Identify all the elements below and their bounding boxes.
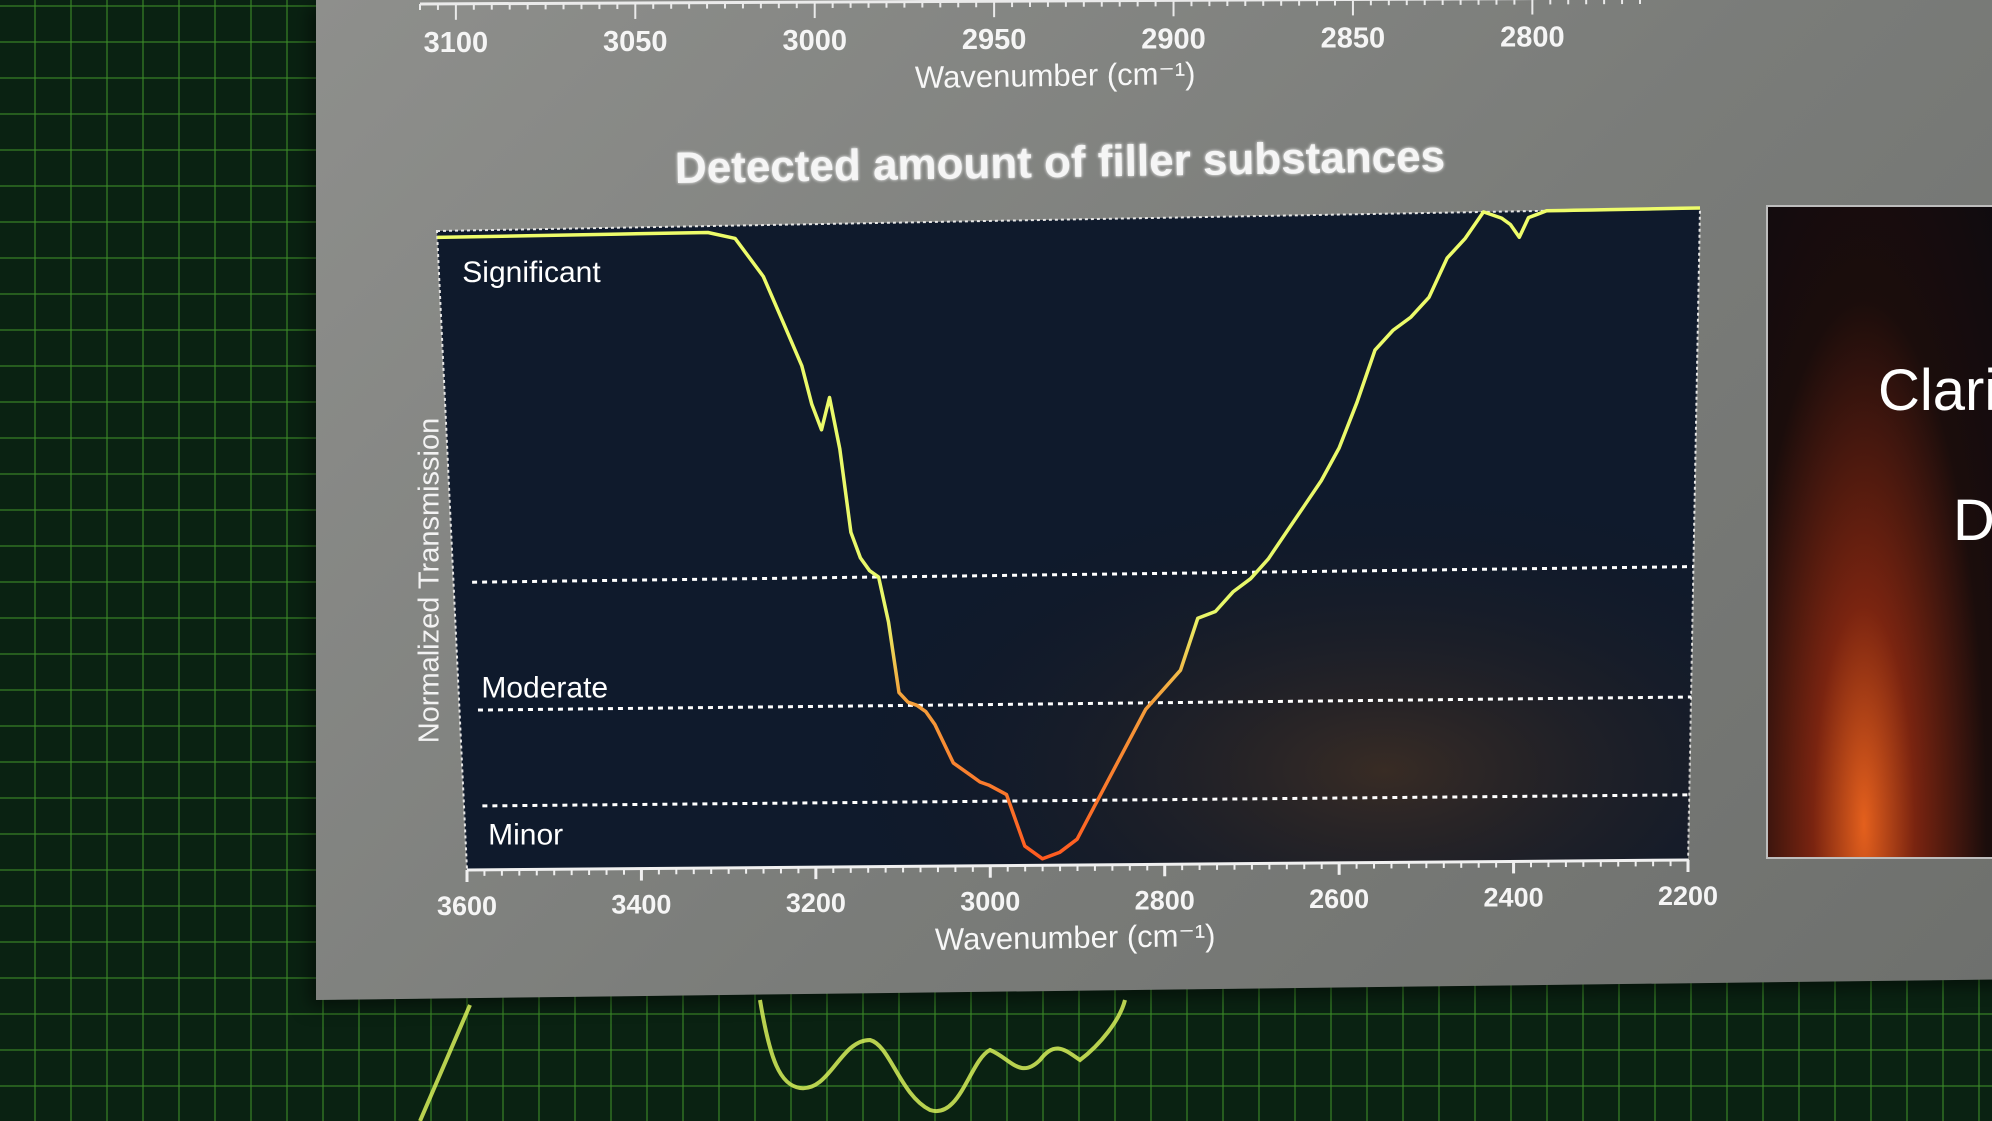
band-label-moderate: Moderate — [481, 671, 608, 704]
x-tick-label: 3600 — [437, 891, 497, 921]
threshold-line-significant — [472, 565, 1694, 584]
plot-glow — [437, 208, 1700, 870]
side-panel-line-1: Clari — [1878, 358, 1992, 423]
x-tick-label: 2600 — [1309, 884, 1369, 914]
top-x-tick-label: 2950 — [962, 24, 1027, 56]
side-panel-line-2: De — [1953, 488, 1992, 553]
top-x-tick-label: 3000 — [782, 25, 847, 57]
background-curve — [418, 999, 1127, 1121]
x-tick-label: 3000 — [960, 887, 1020, 917]
spectrum-line — [437, 206, 1701, 861]
x-tick-label: 2800 — [1135, 885, 1195, 915]
x-tick-label: 3400 — [611, 890, 671, 920]
top-x-tick-label: 2800 — [1500, 22, 1565, 54]
top-x-tick-label: 3100 — [424, 27, 489, 59]
top-x-tick-label: 3050 — [603, 26, 668, 58]
top-x-axis: 3100 3050 3000 2950 2900 2850 2800 — [419, 0, 1641, 59]
threshold-line-moderate — [477, 695, 1692, 712]
side-info-panel: Clari De — [1766, 205, 1992, 859]
x-tick-label: 2400 — [1484, 882, 1544, 912]
band-label-minor: Minor — [488, 818, 563, 851]
top-x-tick-label: 2850 — [1321, 22, 1386, 54]
top-x-tick-label: 2900 — [1141, 23, 1206, 55]
threshold-line-minor — [482, 793, 1690, 808]
x-tick-label: 3200 — [786, 888, 846, 918]
band-label-significant: Significant — [462, 256, 601, 289]
x-tick-label: 2200 — [1658, 881, 1718, 911]
